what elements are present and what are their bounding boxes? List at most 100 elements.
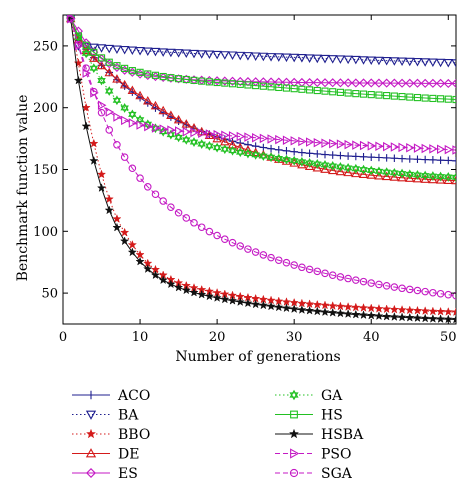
data-point-ga bbox=[266, 154, 276, 163]
data-point-de bbox=[351, 168, 361, 178]
data-point-hsba bbox=[243, 298, 253, 308]
data-point-aco bbox=[405, 155, 414, 163]
data-point-sga bbox=[136, 174, 144, 182]
data-point-sga bbox=[429, 288, 437, 297]
data-point-de bbox=[112, 74, 122, 83]
data-point-ga bbox=[81, 50, 91, 59]
data-point-bbo bbox=[89, 138, 99, 148]
legend-marker-ba bbox=[85, 410, 97, 420]
data-point-ba bbox=[227, 51, 238, 60]
data-point-hs bbox=[205, 78, 214, 86]
data-point-pso bbox=[352, 140, 361, 150]
data-point-pso bbox=[144, 121, 153, 132]
data-point-sga bbox=[221, 235, 229, 243]
data-point-hs bbox=[128, 67, 136, 75]
data-point-aco bbox=[452, 157, 456, 165]
data-point-hs bbox=[121, 64, 129, 72]
data-point-ga bbox=[289, 158, 299, 166]
data-point-pso bbox=[151, 123, 161, 133]
data-point-hsba bbox=[189, 287, 199, 297]
series-line-ba bbox=[70, 18, 456, 64]
legend-entry-es: ES bbox=[72, 466, 138, 482]
data-point-aco bbox=[298, 148, 306, 157]
data-point-sga bbox=[259, 251, 268, 259]
data-point-es bbox=[358, 78, 369, 88]
legend-entry-bbo: BBO bbox=[72, 427, 150, 443]
x-tick-label: 50 bbox=[440, 330, 457, 345]
data-point-sga bbox=[328, 271, 337, 279]
series-sga bbox=[66, 15, 456, 300]
data-point-bbo bbox=[127, 239, 138, 249]
data-point-ga bbox=[220, 146, 230, 155]
series-ga bbox=[66, 15, 456, 183]
data-point-es bbox=[281, 77, 292, 87]
data-point-bbo bbox=[443, 306, 453, 316]
data-point-ga bbox=[420, 173, 430, 181]
data-point-ba bbox=[212, 50, 222, 60]
data-point-de bbox=[89, 53, 99, 62]
data-point-ga bbox=[197, 139, 206, 147]
data-point-sga bbox=[120, 153, 129, 161]
data-point-de bbox=[435, 175, 446, 184]
data-point-sga bbox=[352, 276, 360, 284]
data-point-de bbox=[81, 45, 91, 55]
legend-marker-hs bbox=[290, 410, 298, 419]
data-point-ga bbox=[366, 165, 376, 173]
data-point-sga bbox=[336, 273, 345, 281]
y-tick-label: 200 bbox=[33, 101, 58, 116]
data-point-es bbox=[328, 78, 338, 88]
data-point-es bbox=[227, 76, 238, 86]
series-pso bbox=[67, 15, 456, 155]
data-point-pso bbox=[259, 133, 269, 144]
data-point-ba bbox=[220, 51, 230, 60]
data-point-ga bbox=[120, 105, 129, 113]
data-point-ga bbox=[235, 149, 245, 158]
x-tick-label: 0 bbox=[59, 330, 67, 345]
data-point-ga bbox=[305, 160, 314, 168]
data-point-ga bbox=[274, 156, 284, 164]
data-point-de bbox=[374, 170, 384, 180]
data-point-pso bbox=[398, 142, 407, 153]
data-point-sga bbox=[182, 214, 191, 222]
data-point-hsba bbox=[235, 297, 245, 306]
data-point-ga bbox=[212, 145, 222, 153]
data-point-de bbox=[119, 79, 130, 89]
data-point-ba bbox=[343, 55, 353, 65]
data-point-hs bbox=[259, 82, 267, 90]
data-point-ga bbox=[189, 137, 199, 145]
series-bbo bbox=[66, 15, 456, 317]
data-point-aco bbox=[352, 152, 360, 161]
data-point-ba bbox=[166, 48, 176, 58]
data-point-ga bbox=[197, 141, 206, 149]
data-point-hsba bbox=[266, 301, 276, 311]
data-point-sga bbox=[382, 282, 391, 290]
data-point-ga bbox=[174, 134, 183, 143]
data-point-hsba bbox=[281, 303, 292, 313]
data-point-aco bbox=[313, 150, 322, 158]
data-point-ga bbox=[251, 152, 260, 160]
data-point-ga bbox=[205, 143, 214, 151]
data-point-bbo bbox=[119, 227, 130, 237]
data-point-hsba bbox=[343, 309, 353, 318]
plot-area bbox=[62, 14, 457, 325]
data-point-ga bbox=[212, 142, 222, 151]
data-point-sga bbox=[321, 269, 329, 278]
data-point-pso bbox=[136, 120, 145, 130]
data-point-ga bbox=[428, 171, 438, 179]
series-line-sga bbox=[70, 18, 456, 297]
data-point-aco bbox=[382, 154, 391, 162]
data-point-ga bbox=[235, 147, 245, 155]
plot-frame bbox=[62, 14, 457, 325]
data-point-es bbox=[312, 78, 322, 88]
data-point-ba bbox=[420, 58, 430, 67]
data-point-de bbox=[173, 114, 184, 124]
data-point-ga bbox=[390, 170, 399, 178]
data-point-ga bbox=[328, 163, 337, 171]
data-point-hs bbox=[298, 85, 306, 93]
series-hsba bbox=[66, 15, 456, 324]
data-point-sga bbox=[413, 286, 422, 295]
data-point-hs bbox=[82, 41, 90, 49]
data-point-ba bbox=[181, 49, 192, 59]
data-point-aco bbox=[359, 152, 368, 161]
data-point-sga bbox=[313, 267, 322, 276]
